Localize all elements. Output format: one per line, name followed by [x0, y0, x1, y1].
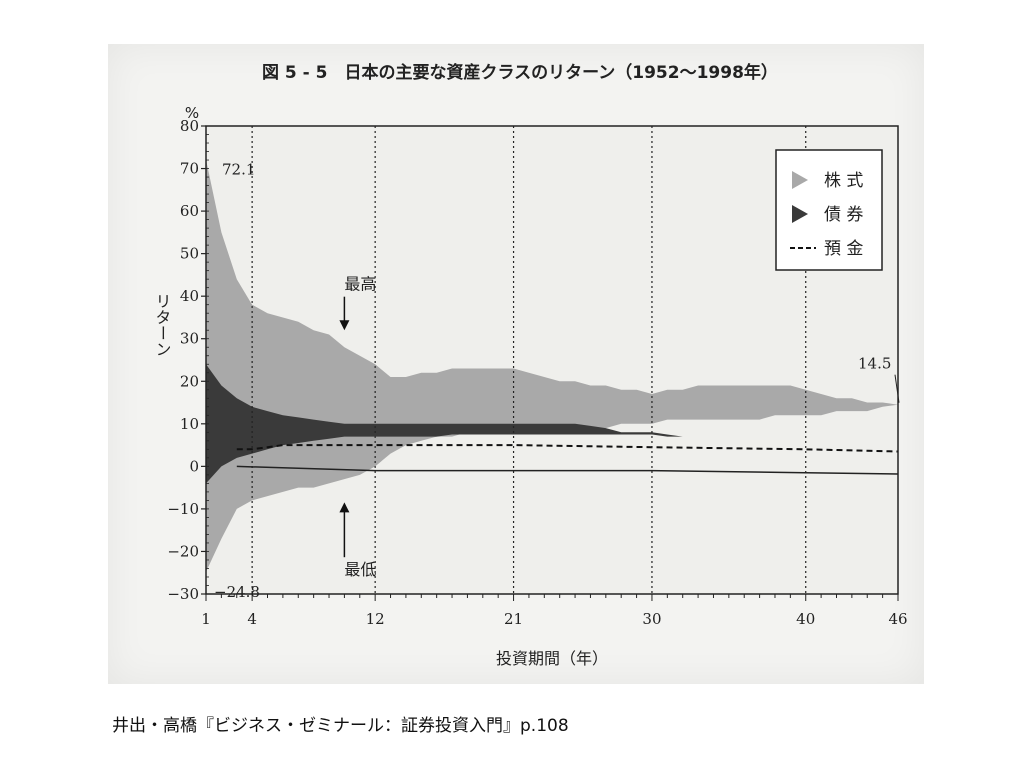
bond-return-band	[206, 364, 898, 484]
annotation-max-value: 72.1	[222, 161, 255, 179]
y-tick-label: 70	[180, 160, 199, 178]
source-caption: 井出・高橋『ビジネス・ゼミナール：証券投資入門』p.108	[112, 716, 569, 736]
y-tick-label: 50	[180, 245, 199, 263]
legend-swatch-bond	[792, 205, 808, 223]
x-tick-label: 4	[247, 610, 257, 628]
annotation-end-value: 14.5	[858, 355, 891, 373]
y-tick-label: 40	[180, 287, 199, 305]
x-tick-label: 40	[796, 610, 815, 628]
x-tick-label: 21	[504, 610, 523, 628]
x-axis-label: 投資期間（年）	[496, 649, 608, 668]
y-tick-label: −10	[167, 500, 199, 518]
y-tick-label: 10	[180, 415, 199, 433]
annotation-min-value: −24.8	[214, 583, 260, 601]
legend-label: 株 式	[824, 171, 863, 191]
x-tick-label: 30	[642, 610, 661, 628]
y-tick-label: 20	[180, 372, 199, 390]
x-tick-label: 12	[366, 610, 385, 628]
y-tick-label: 80	[180, 117, 199, 135]
baseline-line	[236, 465, 899, 475]
x-tick-label: 46	[888, 610, 907, 628]
stock-return-band	[206, 159, 898, 572]
annotation-lowest-label: 最低	[344, 560, 376, 579]
legend-label: 預 金	[824, 239, 863, 259]
y-tick-label: −30	[167, 585, 199, 603]
plot-frame	[205, 125, 899, 595]
y-tick-label: 60	[180, 202, 199, 220]
annotation-highest-label: 最高	[344, 275, 376, 294]
annotation-end-pointer	[894, 374, 900, 403]
lowest-arrow-head	[339, 502, 350, 513]
x-tick-label: 1	[201, 610, 211, 628]
highest-arrow-head	[339, 320, 350, 331]
y-tick-label: −20	[167, 542, 199, 560]
figure-title: 図 5 - 5 日本の主要な資産クラスのリターン（1952〜1998年）	[262, 63, 778, 83]
legend-swatch-stock	[792, 171, 808, 189]
legend-label: 債 券	[824, 205, 863, 225]
y-axis-label: リターン	[153, 293, 172, 357]
y-axis-unit: %	[185, 104, 199, 122]
deposit-return-line	[236, 444, 899, 453]
y-tick-label: 30	[180, 330, 199, 348]
y-tick-label: 0	[189, 457, 199, 475]
